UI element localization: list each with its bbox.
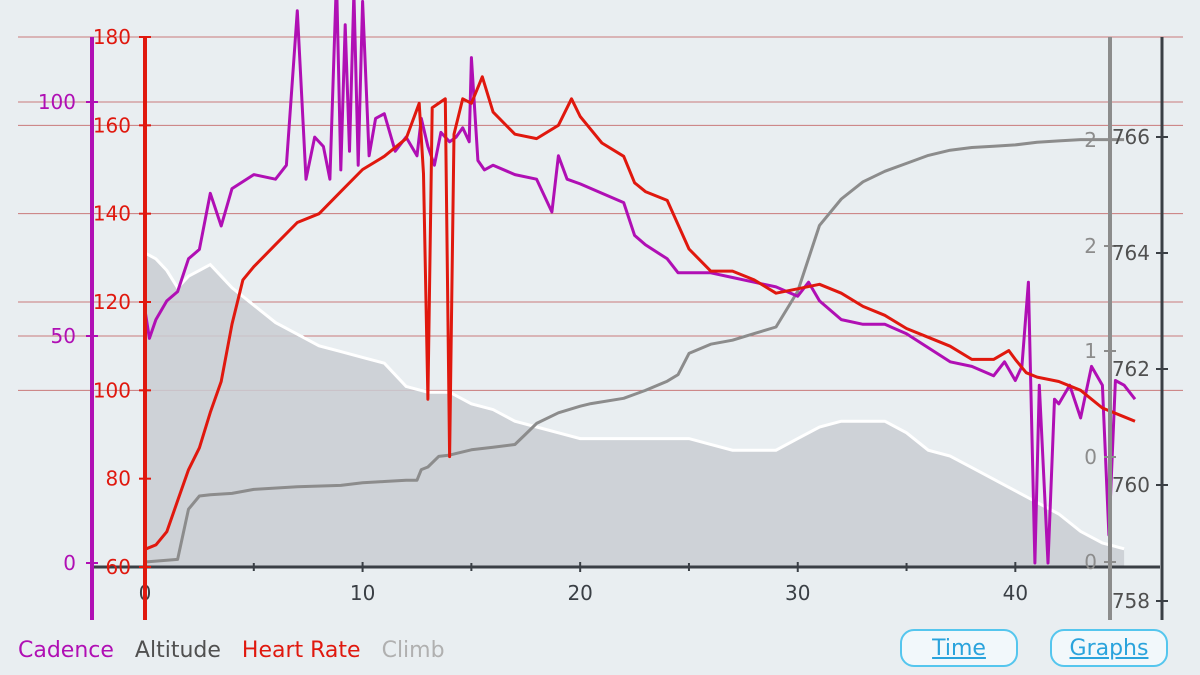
cadence-line bbox=[143, 0, 1137, 565]
heart-rate-tick-label: 160 bbox=[93, 113, 131, 137]
legend-cadence: Cadence bbox=[18, 638, 114, 663]
legend-heart-rate: Heart Rate bbox=[241, 638, 361, 663]
heart-rate-axis: 60 80 100 120 140 160 180 bbox=[93, 25, 151, 620]
climb-tick-label: 0 bbox=[1084, 445, 1097, 469]
climb-line bbox=[144, 138, 1125, 564]
cadence-tick-label: 100 bbox=[38, 90, 76, 114]
heart-rate-tick-label: 60 bbox=[106, 555, 131, 579]
climb-tick-label: 1 bbox=[1084, 339, 1097, 363]
x-tick-label: 30 bbox=[785, 581, 810, 605]
climb-axis: 0 0 1 2 2 bbox=[1084, 37, 1116, 620]
altitude-tick-label: 766 bbox=[1112, 125, 1150, 149]
altitude-tick-label: 760 bbox=[1112, 473, 1150, 497]
altitude-tick-label: 764 bbox=[1112, 241, 1150, 265]
x-tick-label: 20 bbox=[567, 581, 592, 605]
heart-rate-tick-label: 180 bbox=[93, 25, 131, 49]
heart-rate-tick-label: 120 bbox=[93, 290, 131, 314]
heart-rate-tick-label: 140 bbox=[93, 202, 131, 226]
climb-tick-label: 2 bbox=[1084, 128, 1097, 152]
altitude-area bbox=[145, 253, 1125, 567]
heart-rate-tick-label: 80 bbox=[106, 467, 131, 491]
legend-climb: Climb bbox=[381, 638, 445, 663]
altitude-axis: 758 760 762 764 766 bbox=[1112, 37, 1168, 620]
x-tick-label: 10 bbox=[350, 581, 375, 605]
cadence-axis: 0 50 100 bbox=[38, 37, 98, 620]
altitude-tick-label: 758 bbox=[1112, 589, 1150, 613]
legend: Cadence Altitude Heart Rate Climb bbox=[18, 638, 459, 663]
cadence-tick-label: 50 bbox=[51, 324, 76, 348]
heart-rate-tick-label: 100 bbox=[93, 378, 131, 402]
x-tick-label: 40 bbox=[1003, 581, 1028, 605]
cadence-tick-label: 0 bbox=[63, 551, 76, 575]
time-button[interactable]: Time bbox=[900, 629, 1018, 667]
legend-altitude: Altitude bbox=[134, 638, 221, 663]
climb-tick-label: 2 bbox=[1084, 234, 1097, 258]
altitude-tick-label: 762 bbox=[1112, 357, 1150, 381]
altitude-line bbox=[144, 251, 1125, 551]
x-axis: 010203040 bbox=[90, 562, 1160, 605]
graphs-button[interactable]: Graphs bbox=[1050, 629, 1168, 667]
climb-tick-label: 0 bbox=[1084, 550, 1097, 574]
heart-rate-line bbox=[144, 75, 1136, 551]
